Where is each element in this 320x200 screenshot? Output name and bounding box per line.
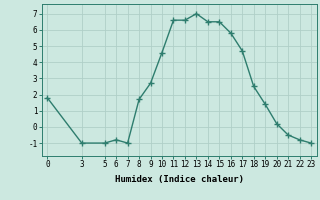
X-axis label: Humidex (Indice chaleur): Humidex (Indice chaleur) [115, 175, 244, 184]
